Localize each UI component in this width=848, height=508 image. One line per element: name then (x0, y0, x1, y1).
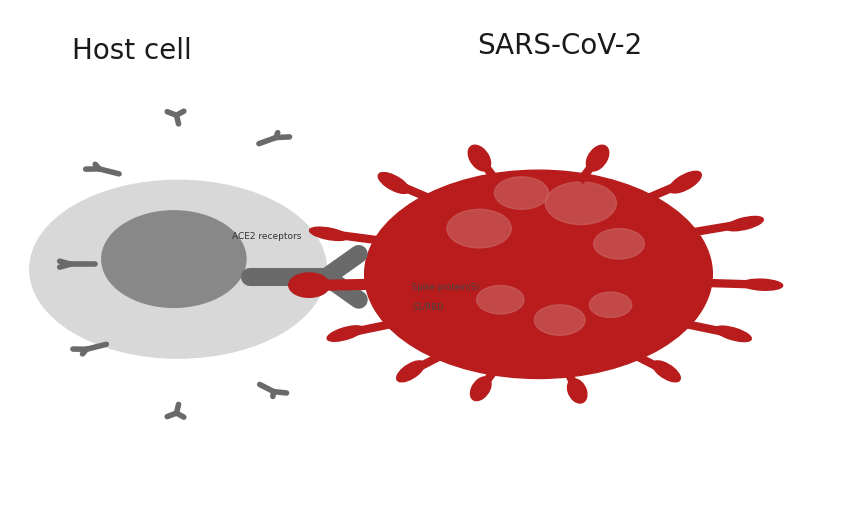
Text: Spike protein(S): Spike protein(S) (412, 282, 479, 292)
Ellipse shape (327, 326, 364, 341)
Ellipse shape (534, 305, 585, 335)
Ellipse shape (310, 227, 349, 240)
Text: S1/RBD: S1/RBD (412, 303, 444, 312)
Ellipse shape (587, 145, 609, 171)
Text: ACE2 receptors: ACE2 receptors (232, 232, 301, 241)
Ellipse shape (567, 379, 587, 403)
Ellipse shape (30, 180, 326, 358)
Text: Host cell: Host cell (71, 37, 192, 65)
Ellipse shape (447, 209, 511, 248)
Ellipse shape (471, 377, 491, 401)
Ellipse shape (742, 279, 783, 290)
Ellipse shape (468, 145, 490, 171)
Ellipse shape (669, 171, 701, 193)
Ellipse shape (652, 361, 680, 382)
Text: SARS-CoV-2: SARS-CoV-2 (477, 31, 642, 60)
Ellipse shape (594, 229, 644, 259)
Ellipse shape (365, 170, 712, 378)
Ellipse shape (545, 182, 616, 225)
Ellipse shape (494, 177, 549, 209)
Ellipse shape (102, 211, 246, 307)
Ellipse shape (477, 285, 524, 314)
Ellipse shape (589, 292, 632, 318)
Ellipse shape (378, 173, 410, 194)
Ellipse shape (397, 361, 425, 382)
Ellipse shape (726, 216, 763, 231)
Ellipse shape (715, 326, 751, 341)
Ellipse shape (289, 273, 330, 297)
